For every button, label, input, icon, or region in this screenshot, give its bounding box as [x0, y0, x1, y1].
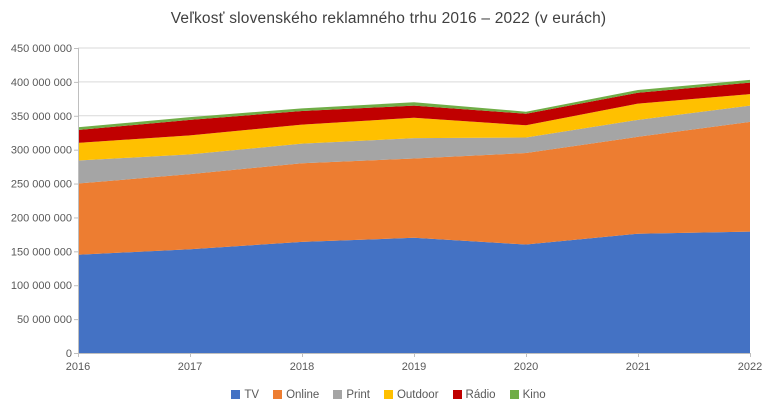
area-series-outdoor: [78, 94, 750, 161]
y-tick-label: 50 000 000: [17, 314, 72, 326]
chart-legend: TV Online Print Outdoor Rádio Kino: [0, 389, 777, 401]
x-tick-label: 2018: [290, 361, 314, 373]
area-series-print: [78, 105, 750, 184]
legend-label: Kino: [522, 389, 546, 401]
legend-swatch-tv: [231, 390, 241, 399]
legend-label: Print: [346, 389, 370, 401]
legend-item-outdoor: Outdoor: [383, 389, 439, 401]
y-tick-label: 400 000 000: [11, 77, 72, 89]
x-tick-label: 2019: [402, 361, 426, 373]
y-tick-label: 100 000 000: [11, 280, 72, 292]
area-series-kino: [78, 79, 750, 131]
legend-label: TV: [244, 389, 260, 401]
x-tick-label: 2016: [66, 361, 90, 373]
legend-item-online: Online: [273, 389, 319, 401]
legend-label: Outdoor: [396, 389, 439, 401]
legend-swatch-print: [333, 390, 343, 399]
legend-item-tv: TV: [231, 389, 259, 401]
area-series-online: [78, 121, 750, 255]
y-tick-label: 150 000 000: [11, 246, 72, 258]
y-tick-label: 300 000 000: [11, 145, 72, 157]
y-tick-label: 250 000 000: [11, 179, 72, 191]
legend-swatch-radio: [452, 390, 462, 399]
y-tick-label: 0: [66, 348, 72, 360]
x-tick-label: 2022: [738, 361, 762, 373]
legend-item-kino: Kino: [509, 389, 546, 401]
legend-swatch-outdoor: [383, 390, 393, 399]
x-tick-label: 2017: [178, 361, 202, 373]
legend-swatch-kino: [509, 390, 519, 399]
x-tick-label: 2020: [514, 361, 538, 373]
legend-item-radio: Rádio: [452, 389, 496, 401]
legend-item-print: Print: [333, 389, 370, 401]
plot-area: 0 50 000 000 100 000 000 150 000 000 200 000…: [11, 43, 762, 373]
legend-label: Rádio: [465, 389, 496, 401]
y-tick-label: 350 000 000: [11, 111, 72, 123]
x-tick-label: 2021: [626, 361, 650, 373]
y-tick-label: 200 000 000: [11, 212, 72, 224]
area-series-radio: [78, 82, 750, 143]
chart-title: Veľkosť slovenského reklamného trhu 2016…: [170, 10, 607, 27]
y-tick-label: 450 000 000: [11, 43, 72, 55]
legend-label: Online: [286, 389, 320, 401]
legend-swatch-online: [273, 390, 283, 399]
area-series-tv: [78, 231, 750, 353]
